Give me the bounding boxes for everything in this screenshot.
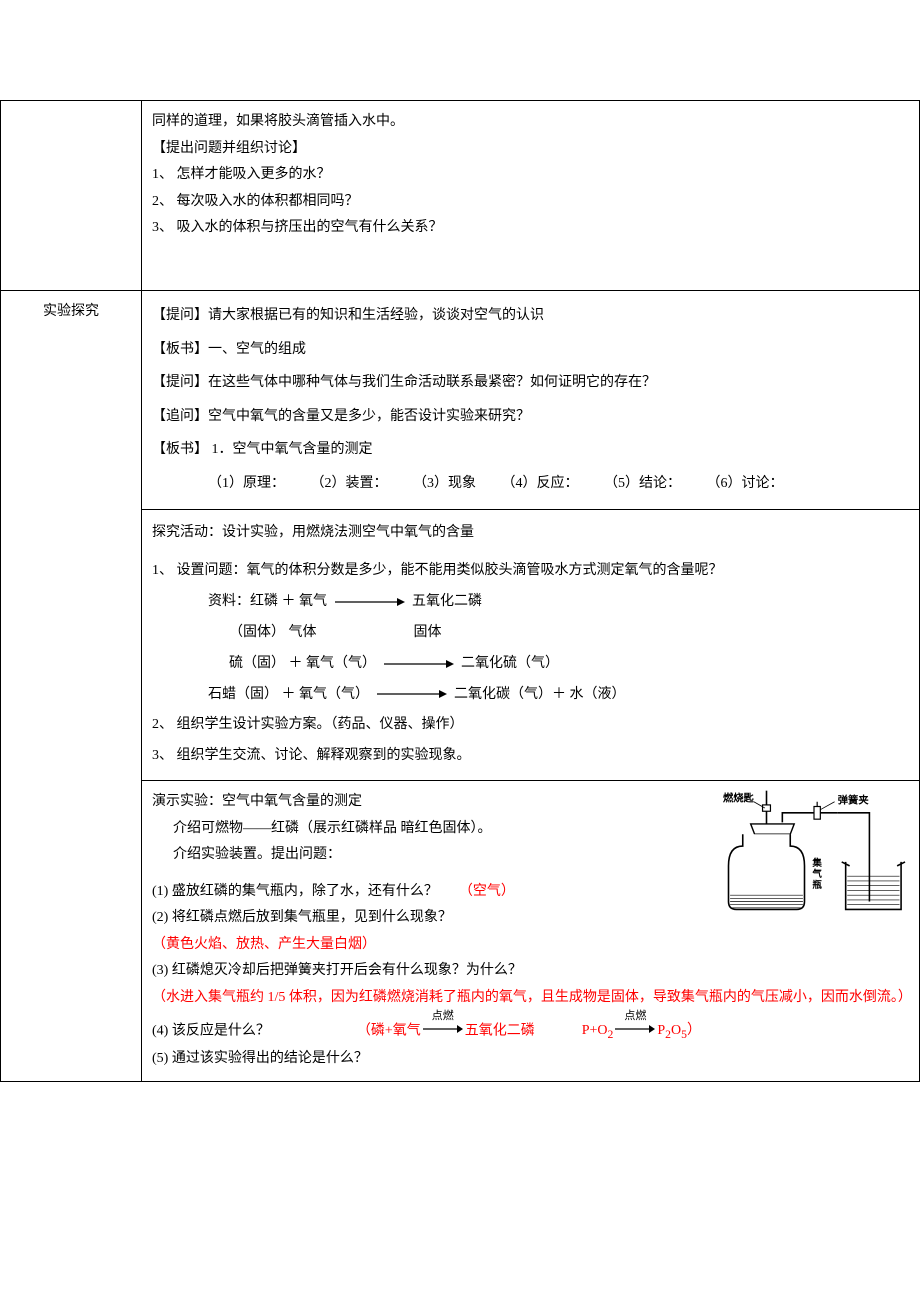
row1-q3: 3、 吸入水的体积与挤压出的空气有什么关系？: [152, 215, 909, 242]
row4-a1: （空气）: [459, 884, 515, 899]
condition-arrow-icon: 点燃: [423, 1018, 463, 1045]
arrow-icon: [384, 659, 454, 669]
row4-content: 燃烧匙 弹簧夹 集 气 瓶 演示实验：空气中氧气含量的测定 介绍可燃物——红磷（…: [142, 780, 920, 1081]
svg-text:弹簧夹: 弹簧夹: [838, 793, 870, 806]
row2-l4: 【追问】空气中氧气的含量又是多少，能否设计实验来研究？: [152, 400, 909, 434]
row3-states1: （固体） 气体 固体: [152, 618, 909, 649]
row3-eq1: 资料：红磷 ＋ 氧气 五氧化二磷: [152, 587, 909, 618]
row3-q3: 3、 组织学生交流、讨论、解释观察到的实验现象。: [152, 741, 909, 772]
arrow-icon: [335, 597, 405, 607]
row2-l2: 【板书】一、空气的组成: [152, 333, 909, 367]
row1-q1: 1、 怎样才能吸入更多的水？: [152, 162, 909, 189]
row1-heading: 【提出问题并组织讨论】: [152, 136, 909, 163]
row2-parts: （1）原理： （2）装置： （3）现象 （4）反应： （5）结论： （6）讨论：: [152, 467, 909, 501]
row1-q2: 2、 每次吸入水的体积都相同吗？: [152, 189, 909, 216]
row4-q4-line: (4) 该反应是什么？ （磷+氧气 点燃 五氧化二磷 P+O2 点燃 P2O5）: [152, 1018, 909, 1046]
row4-a2: （黄色火焰、放热、产生大量白烟）: [152, 932, 909, 959]
row3-title: 探究活动：设计实验，用燃烧法测空气中氧气的含量: [152, 518, 909, 549]
row3-eq2: 硫（固） ＋ 氧气（气） 二氧化硫（气）: [152, 649, 909, 680]
row2-content: 【提问】请大家根据已有的知识和生活经验，谈谈对空气的认识 【板书】一、空气的组成…: [142, 290, 920, 509]
row3-q1: 1、 设置问题：氧气的体积分数是多少，能不能用类似胶头滴管吸水方式测定氧气的含量…: [152, 556, 909, 587]
row1-label: [1, 101, 142, 291]
svg-text:瓶: 瓶: [812, 879, 822, 891]
row1-intro: 同样的道理，如果将胶头滴管插入水中。: [152, 109, 909, 136]
experiment-label-text: 实验探究: [43, 304, 99, 319]
row3-q2: 2、 组织学生设计实验方案。（药品、仪器、操作）: [152, 710, 909, 741]
row4-a3: （水进入集气瓶约 1/5 体积，因为红磷燃烧消耗了瓶内的氧气，且生成物是固体，导…: [152, 985, 909, 1012]
condition-arrow-icon: 点燃: [615, 1018, 655, 1045]
row2-l5: 【板书】 1．空气中氧气含量的测定: [152, 433, 909, 467]
row4-q5: (5) 通过该实验得出的结论是什么？: [152, 1046, 909, 1073]
svg-text:燃烧匙: 燃烧匙: [723, 792, 755, 805]
row3-content: 探究活动：设计实验，用燃烧法测空气中氧气的含量 1、 设置问题：氧气的体积分数是…: [142, 509, 920, 780]
row1-content: 同样的道理，如果将胶头滴管插入水中。 【提出问题并组织讨论】 1、 怎样才能吸入…: [142, 101, 920, 291]
row2-l1: 【提问】请大家根据已有的知识和生活经验，谈谈对空气的认识: [152, 299, 909, 333]
experiment-diagram: 燃烧匙 弹簧夹 集 气 瓶: [719, 789, 909, 919]
arrow-icon: [377, 689, 447, 699]
svg-text:集: 集: [811, 857, 822, 869]
row3-eq3: 石蜡（固） ＋ 氧气（气） 二氧化碳（气）＋ 水（液）: [152, 680, 909, 711]
svg-text:气: 气: [811, 868, 822, 880]
row-experiment-label: 实验探究: [1, 290, 142, 1081]
row2-l3: 【提问】在这些气体中哪种气体与我们生命活动联系最紧密？如何证明它的存在？: [152, 366, 909, 400]
row4-q3: (3) 红磷熄灭冷却后把弹簧夹打开后会有什么现象？为什么？: [152, 958, 909, 985]
